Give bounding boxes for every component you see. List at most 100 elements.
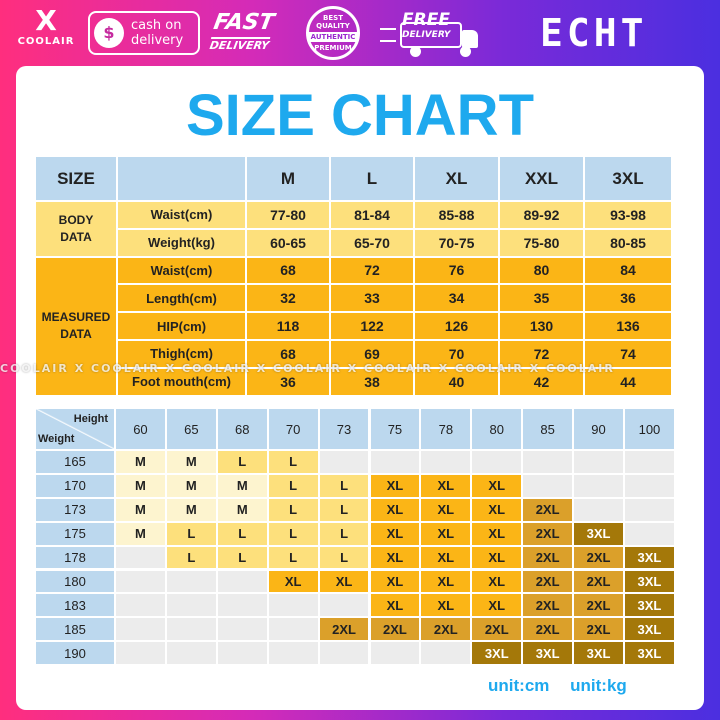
size-recommendation-cell: 3XL [625,570,676,595]
measured-data-cell: 36 [247,368,331,397]
height-column-header: 90 [574,409,625,451]
free-label: FREE [402,10,450,30]
size-recommendation-cell: 2XL [574,594,625,619]
size-recommendation-cell [370,451,422,475]
size-header-blank [118,157,247,202]
size-recommendation-cell: XL [421,570,473,595]
truck-wheel-icon [410,46,421,57]
watermark: COOLAIR X COOLAIR X COOLAIR X COOLAIR X … [0,362,615,375]
size-recommendation-cell: 2XL [319,618,371,643]
body-data-cell: 75-80 [500,229,585,258]
size-recommendation-cell: XL [472,474,524,499]
size-recommendation-cell: 3XL [472,642,524,667]
size-recommendation-cell: XL [370,546,422,571]
size-header: SIZE [36,157,118,202]
size-recommendation-cell [166,594,218,619]
size-recommendation-cell: 3XL [625,618,676,643]
size-recommendation-cell: M [116,522,167,547]
truck-wheel-icon [460,46,471,57]
size-recommendation-cell: 3XL [625,642,676,667]
size-recommendation-cell: L [268,451,320,475]
size-recommendation-cell: XL [268,570,320,595]
measured-row-label: Foot mouth(cm) [118,368,247,397]
size-recommendation-cell: 2XL [370,618,422,643]
size-recommendation-cell: 2XL [574,618,625,643]
cod-line1: cash on [131,18,182,33]
unit-weight: unit:kg [570,676,627,695]
size-recommendation-cell: M [116,451,167,475]
measured-data-cell: 118 [247,313,331,341]
size-recommendation-cell: M [116,474,167,499]
size-recommendation-cell: L [166,522,218,547]
measured-data-cell: 80 [500,257,585,286]
truck-cab-icon [462,30,478,48]
size-recommendation-cell: XL [472,546,524,571]
measured-data-cell: 35 [500,285,585,314]
measured-data-cell: 84 [585,257,673,286]
size-recommendation-cell [319,642,371,667]
measured-data-section-label: MEASURED DATA [36,257,118,397]
size-recommendation-cell [523,474,575,499]
free-delivery-badge: FREE DELIVERY [380,10,482,58]
free-delivery-label: DELIVERY [402,30,451,40]
fast-delivery-label: DELIVERY [208,37,271,53]
body-data-cell: 70-75 [415,229,500,258]
body-data-cell: 89-92 [500,202,585,230]
size-recommendation-cell: M [217,498,269,523]
body-data-cell: 65-70 [331,229,415,258]
authentic-seal-icon: BEST QUALITY AUTHENTIC PREMIUM [306,6,360,60]
size-recommendation-cell [370,642,422,667]
size-recommendation-cell: L [268,522,320,547]
size-recommendation-cell: 2XL [421,618,473,643]
size-recommendation-cell: L [268,498,320,523]
brand-x-mark: X [35,4,57,37]
measured-row-label: Thigh(cm) [118,341,247,369]
speed-lines-icon [380,28,396,42]
weight-axis-label: Weight [38,433,75,445]
weight-row-header: 165 [36,451,116,475]
size-recommendation-cell [116,546,167,571]
size-recommendation-cell [166,618,218,643]
size-recommendation-cell: XL [370,594,422,619]
body-data-cell: 77-80 [247,202,331,230]
height-axis-label: Height [73,413,108,425]
height-column-header: 68 [217,409,269,451]
size-recommendation-cell [268,618,320,643]
height-column-header: 75 [370,409,422,451]
body-data-cell: 93-98 [585,202,673,230]
measured-data-cell: 72 [331,257,415,286]
size-recommendation-cell: M [166,451,218,475]
size-recommendation-cell: 2XL [574,546,625,571]
body-data-cell: 81-84 [331,202,415,230]
size-column-header: 3XL [585,157,673,202]
size-recommendation-cell [421,642,473,667]
size-column-header: M [247,157,331,202]
size-recommendation-cell [217,618,269,643]
height-column-header: 70 [268,409,320,451]
height-column-header: 73 [319,409,371,451]
size-column-header: XL [415,157,500,202]
size-recommendation-cell: 3XL [574,642,625,667]
fast-delivery-badge: FAST DELIVERY [208,10,299,54]
size-recommendation-cell [217,594,269,619]
measured-data-cell: 69 [331,341,415,369]
coolair-logo: X COOLAIR [16,4,76,48]
measured-data-cell: 36 [585,285,673,314]
body-row-label: Waist(cm) [118,202,247,230]
body-row-label: Weight(kg) [118,229,247,258]
size-recommendation-cell: M [166,474,218,499]
seal-top: BEST QUALITY [316,14,350,30]
size-recommendation-cell: 2XL [523,618,575,643]
height-column-header: 80 [472,409,524,451]
cod-line2: delivery [131,33,184,48]
size-recommendation-cell [625,498,676,523]
weight-row-header: 183 [36,594,116,619]
promo-banner: X COOLAIR $ cash on delivery FAST DELIVE… [0,0,720,66]
measured-data-cell: 40 [415,368,500,397]
measured-data-cell: 122 [331,313,415,341]
size-recommendation-cell: L [319,498,371,523]
measured-data-cell: 44 [585,368,673,397]
size-recommendation-cell [116,618,167,643]
body-data-cell: 60-65 [247,229,331,258]
size-recommendation-cell: L [166,546,218,571]
